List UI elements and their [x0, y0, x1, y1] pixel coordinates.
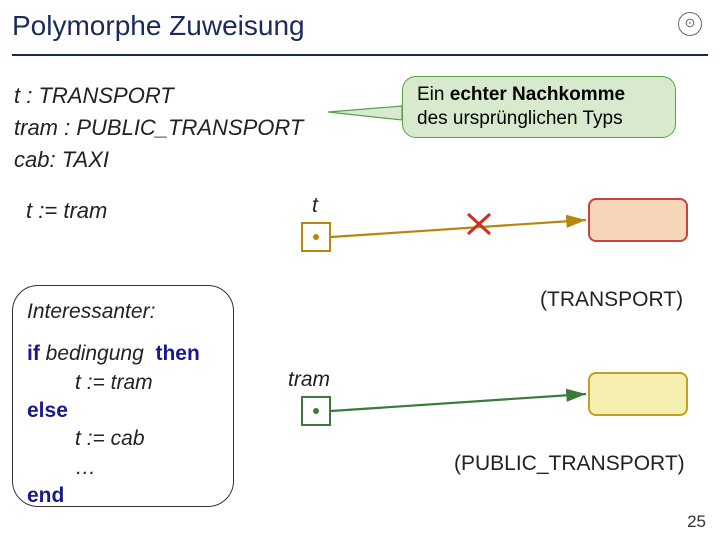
assign-lhs: t	[26, 198, 32, 223]
kw-then: then	[155, 342, 199, 365]
var-t-box	[301, 222, 331, 252]
decl-var-3: cab	[14, 147, 49, 172]
var-t-label: t	[312, 194, 318, 218]
callout-prefix: Ein	[417, 84, 450, 105]
code-line-2: t := tram	[27, 369, 219, 397]
object-transport	[588, 198, 688, 242]
arrow-t-to-transport	[331, 220, 586, 237]
callout-bold: echter Nachkomme	[450, 84, 625, 105]
interesting-caption: Interessanter:	[27, 298, 219, 326]
chair-logo-icon: ⊙	[678, 12, 702, 36]
callout-line2: des ursprünglichen Typs	[417, 108, 623, 129]
code-line-3: else	[27, 397, 219, 425]
code-line-4: t := cab	[27, 425, 219, 453]
decl-type-1: TRANSPORT	[38, 83, 173, 108]
interesting-box: Interessanter: if bedingung then t := tr…	[12, 285, 234, 507]
object-public-transport	[588, 372, 688, 416]
slide-title: Polymorphe Zuweisung	[12, 8, 708, 44]
decl-type-2: PUBLIC_TRANSPORT	[76, 115, 303, 140]
code-cond: bedingung	[46, 342, 144, 365]
object-transport-label: (TRANSPORT)	[540, 288, 683, 312]
kw-if: if	[27, 342, 40, 365]
assign-rhs: tram	[63, 198, 107, 223]
code-line-1: if bedingung then	[27, 340, 219, 368]
kw-end: end	[27, 484, 64, 507]
object-public-transport-label: (PUBLIC_TRANSPORT)	[454, 452, 685, 476]
var-tram-box	[301, 396, 331, 426]
declarations-block: t : TRANSPORT tram : PUBLIC_TRANSPORT ca…	[14, 80, 303, 176]
assign-op: :=	[38, 198, 57, 223]
code-line-6: end	[27, 482, 219, 510]
decl-type-3: TAXI	[62, 147, 109, 172]
arrow-tram-to-public	[331, 394, 586, 411]
decl-var-2: tram	[14, 115, 58, 140]
kw-else: else	[27, 399, 68, 422]
callout-box: Ein echter Nachkomme des ursprünglichen …	[402, 76, 676, 138]
assignment-stmt: t := tram	[26, 198, 107, 224]
decl-var-1: t	[14, 83, 20, 108]
var-tram-label: tram	[288, 368, 330, 392]
callout-tail-icon	[328, 106, 402, 108]
cross-icon	[468, 214, 490, 234]
code-line-5: …	[27, 454, 219, 482]
slide-header: Polymorphe Zuweisung	[12, 8, 708, 56]
page-number: 25	[687, 512, 706, 532]
